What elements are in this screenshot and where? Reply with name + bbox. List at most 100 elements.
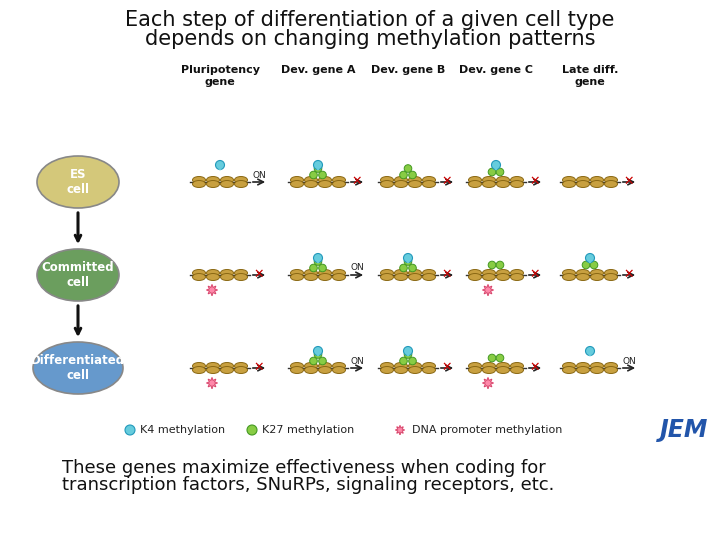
Ellipse shape xyxy=(590,362,603,369)
Circle shape xyxy=(125,425,135,435)
Circle shape xyxy=(492,160,500,170)
Ellipse shape xyxy=(590,273,603,280)
Ellipse shape xyxy=(290,362,304,369)
Ellipse shape xyxy=(408,362,421,369)
Ellipse shape xyxy=(590,180,603,187)
Ellipse shape xyxy=(562,180,575,187)
Ellipse shape xyxy=(305,367,318,374)
Ellipse shape xyxy=(423,180,436,187)
Ellipse shape xyxy=(207,273,220,280)
Ellipse shape xyxy=(235,367,248,374)
Polygon shape xyxy=(315,258,320,263)
Ellipse shape xyxy=(318,177,331,184)
Text: ✕: ✕ xyxy=(530,267,540,280)
Circle shape xyxy=(310,264,318,272)
Ellipse shape xyxy=(380,177,394,184)
Ellipse shape xyxy=(290,180,304,187)
Ellipse shape xyxy=(577,180,590,187)
Ellipse shape xyxy=(497,177,510,184)
Polygon shape xyxy=(315,351,320,356)
Ellipse shape xyxy=(220,177,233,184)
Ellipse shape xyxy=(305,362,318,369)
Ellipse shape xyxy=(220,362,233,369)
Text: Dev. gene B: Dev. gene B xyxy=(371,65,445,75)
Circle shape xyxy=(404,258,412,265)
Circle shape xyxy=(400,171,408,179)
Text: ✕: ✕ xyxy=(442,174,452,187)
Ellipse shape xyxy=(235,273,248,280)
Ellipse shape xyxy=(577,177,590,184)
Ellipse shape xyxy=(408,269,421,276)
Circle shape xyxy=(404,165,412,172)
Ellipse shape xyxy=(305,180,318,187)
Text: Each step of differentiation of a given cell type: Each step of differentiation of a given … xyxy=(125,10,615,30)
Ellipse shape xyxy=(605,269,618,276)
Ellipse shape xyxy=(235,362,248,369)
Ellipse shape xyxy=(192,269,205,276)
Ellipse shape xyxy=(482,180,495,187)
Ellipse shape xyxy=(192,367,205,374)
Ellipse shape xyxy=(408,180,421,187)
Text: JEM: JEM xyxy=(660,418,708,442)
Text: ON: ON xyxy=(350,356,364,366)
Circle shape xyxy=(319,264,326,272)
Text: ON: ON xyxy=(622,356,636,366)
Text: ✕: ✕ xyxy=(253,267,264,280)
Text: ✕: ✕ xyxy=(253,361,264,374)
Ellipse shape xyxy=(469,273,482,280)
Ellipse shape xyxy=(290,177,304,184)
Ellipse shape xyxy=(333,180,346,187)
Circle shape xyxy=(319,357,326,365)
Circle shape xyxy=(319,171,326,179)
Circle shape xyxy=(404,350,412,359)
Ellipse shape xyxy=(235,269,248,276)
Ellipse shape xyxy=(380,273,394,280)
Ellipse shape xyxy=(33,342,123,394)
Ellipse shape xyxy=(510,273,523,280)
Text: K4 methylation: K4 methylation xyxy=(140,425,225,435)
Polygon shape xyxy=(395,426,405,435)
Ellipse shape xyxy=(577,362,590,369)
Ellipse shape xyxy=(333,367,346,374)
Text: transcription factors, SNuRPs, signaling receptors, etc.: transcription factors, SNuRPs, signaling… xyxy=(62,476,554,494)
Ellipse shape xyxy=(333,269,346,276)
Ellipse shape xyxy=(290,273,304,280)
Ellipse shape xyxy=(207,180,220,187)
Text: Dev. gene A: Dev. gene A xyxy=(281,65,355,75)
Circle shape xyxy=(403,253,413,262)
Ellipse shape xyxy=(192,177,205,184)
Ellipse shape xyxy=(590,367,603,374)
Ellipse shape xyxy=(305,177,318,184)
Ellipse shape xyxy=(318,180,331,187)
Ellipse shape xyxy=(207,362,220,369)
Ellipse shape xyxy=(423,367,436,374)
Circle shape xyxy=(313,253,323,262)
Text: ✕: ✕ xyxy=(530,361,540,374)
Text: Dev. gene C: Dev. gene C xyxy=(459,65,533,75)
Circle shape xyxy=(313,347,323,355)
Text: ON: ON xyxy=(252,171,266,179)
Text: Late diff.
gene: Late diff. gene xyxy=(562,65,618,86)
Ellipse shape xyxy=(395,273,408,280)
Text: ✕: ✕ xyxy=(624,267,634,280)
Circle shape xyxy=(582,261,590,269)
Circle shape xyxy=(400,357,408,365)
Ellipse shape xyxy=(207,177,220,184)
Ellipse shape xyxy=(318,367,331,374)
Circle shape xyxy=(215,160,225,170)
Ellipse shape xyxy=(510,269,523,276)
Polygon shape xyxy=(588,351,593,356)
Text: Pluripotency
gene: Pluripotency gene xyxy=(181,65,259,86)
Ellipse shape xyxy=(605,273,618,280)
Ellipse shape xyxy=(380,269,394,276)
Circle shape xyxy=(409,171,416,179)
Ellipse shape xyxy=(37,156,119,208)
Text: ON: ON xyxy=(350,264,364,273)
Circle shape xyxy=(313,160,323,170)
Ellipse shape xyxy=(605,177,618,184)
Ellipse shape xyxy=(497,180,510,187)
Ellipse shape xyxy=(482,177,495,184)
Ellipse shape xyxy=(577,273,590,280)
Ellipse shape xyxy=(497,362,510,369)
Ellipse shape xyxy=(469,362,482,369)
